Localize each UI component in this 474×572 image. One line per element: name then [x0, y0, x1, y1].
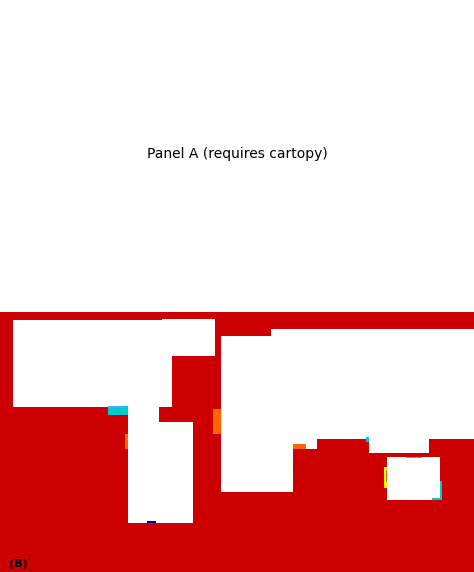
Text: Panel A (requires cartopy): Panel A (requires cartopy): [146, 148, 328, 161]
Text: (B): (B): [9, 559, 28, 569]
